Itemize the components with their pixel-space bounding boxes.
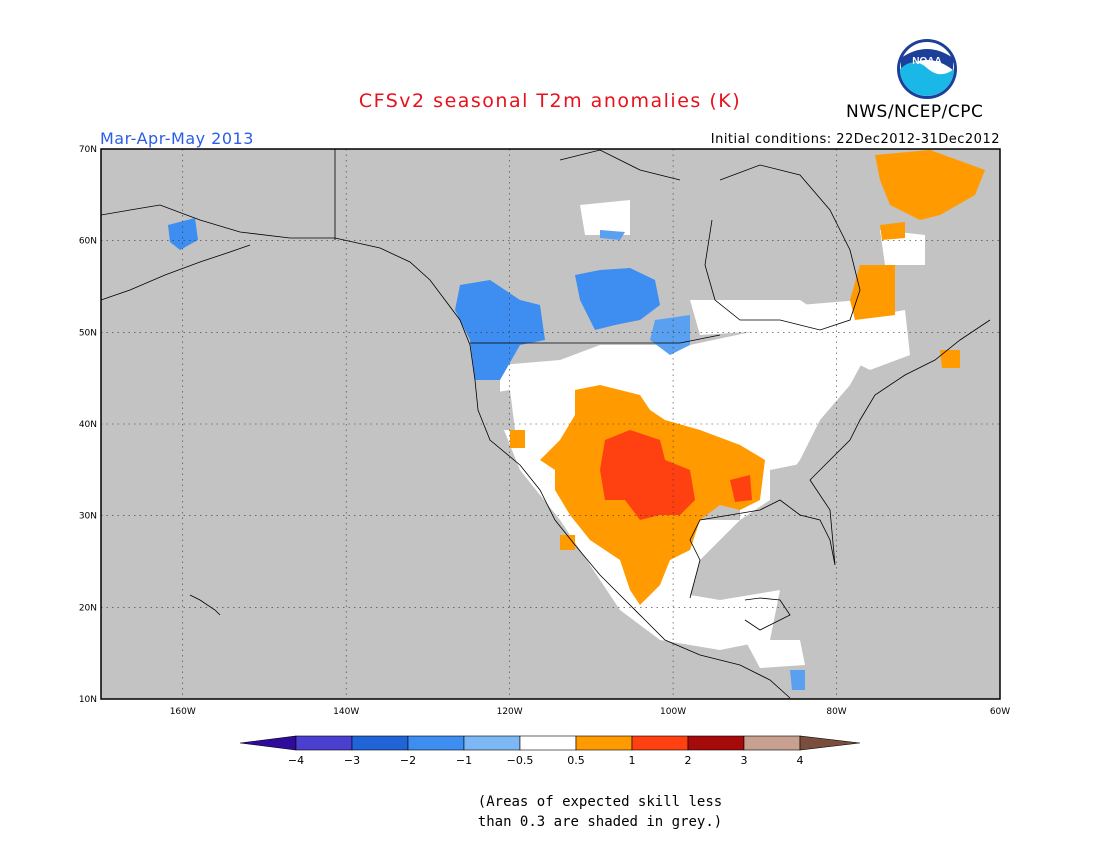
latitude-label: 10N xyxy=(79,695,97,705)
colorbar-segment xyxy=(519,735,577,751)
cool-anomaly-area xyxy=(650,315,690,355)
strong-warm-area xyxy=(730,475,752,502)
graticule xyxy=(101,149,1000,699)
coastlines xyxy=(100,149,991,699)
warm-anomaly-area xyxy=(875,150,985,220)
hawaii xyxy=(189,594,221,616)
cool-anomaly-area xyxy=(790,670,805,690)
colorbar-label: 1 xyxy=(629,754,636,767)
colorbar-label: −0.5 xyxy=(507,754,534,767)
atlantic-gulf-coast xyxy=(689,319,991,599)
colorbar-label: 0.5 xyxy=(567,754,585,767)
colorbar-segment xyxy=(799,735,861,751)
colorbar-segment xyxy=(239,735,297,751)
longitude-label: 140W xyxy=(333,707,359,717)
anomaly-cells xyxy=(168,150,985,690)
warm-anomaly-area xyxy=(940,350,960,368)
warm-anomaly-area xyxy=(560,535,575,550)
latitude-label: 50N xyxy=(79,328,97,338)
longitude-label: 160W xyxy=(170,707,196,717)
longitude-label: 80W xyxy=(826,707,846,717)
cool-anomaly-area xyxy=(600,230,625,240)
longitude-label: 120W xyxy=(497,707,523,717)
noaa-logo: NOAA xyxy=(897,39,957,99)
latitude-label: 60N xyxy=(79,237,97,247)
season-label: Mar-Apr-May 2013 xyxy=(100,129,254,148)
cool-anomaly-area xyxy=(168,218,198,250)
warm-anomaly-area xyxy=(850,265,895,320)
noaa-logo-text: NOAA xyxy=(912,56,941,67)
colorbar-label: −3 xyxy=(344,754,360,767)
colorbar-segment xyxy=(631,735,689,751)
arctic-coast xyxy=(559,149,681,181)
colorbar-label: 4 xyxy=(797,754,804,767)
colorbar-segment xyxy=(295,735,353,751)
warm-anomaly-area xyxy=(880,222,905,240)
colorbar-label: 3 xyxy=(741,754,748,767)
colorbar-label: −1 xyxy=(456,754,472,767)
neutral-area xyxy=(690,300,830,335)
footnote-line-1: (Areas of expected skill less xyxy=(477,794,723,810)
strong-warm-area xyxy=(600,430,695,520)
yucatan-coast xyxy=(744,597,791,631)
hudson-bay xyxy=(704,164,861,331)
alaska-peninsula xyxy=(100,244,251,301)
colorbar-segment xyxy=(575,735,633,751)
colorbar-segment xyxy=(463,735,521,751)
latitude-label: 40N xyxy=(79,420,97,430)
low-skill-area xyxy=(770,460,820,515)
initial-conditions-label: Initial conditions: 22Dec2012-31Dec2012 xyxy=(710,132,1000,147)
colorbar-label: 2 xyxy=(685,754,692,767)
longitude-label: 100W xyxy=(660,707,686,717)
longitude-label: 60W xyxy=(990,707,1010,717)
latitude-label: 30N xyxy=(79,512,97,522)
colorbar-segment xyxy=(407,735,465,751)
colorbar-segment xyxy=(351,735,409,751)
pacific-coast xyxy=(100,204,791,699)
colorbar-label: −4 xyxy=(288,754,304,767)
cool-anomaly-area xyxy=(575,268,660,330)
colorbar-segment xyxy=(743,735,801,751)
low-skill-area xyxy=(480,390,515,430)
map-frame xyxy=(100,148,1001,700)
latitude-label: 20N xyxy=(79,603,97,613)
skill-footnote: (Areas of expected skill less than 0.3 a… xyxy=(0,792,1100,832)
neutral-area xyxy=(580,200,630,235)
colorbar-label: −2 xyxy=(400,754,416,767)
cool-anomaly-area xyxy=(455,280,545,380)
latitude-labels: 70N 60N 50N 40N 30N 20N 10N xyxy=(79,145,97,705)
warm-anomaly-area xyxy=(510,430,525,448)
latitude-label: 70N xyxy=(79,145,97,155)
neutral-area xyxy=(850,310,910,370)
neutral-area xyxy=(745,640,805,668)
colorbar-segment xyxy=(687,735,745,751)
map-title: CFSv2 seasonal T2m anomalies (K) xyxy=(358,90,742,112)
longitude-labels: 160W 140W 120W 100W 80W 60W xyxy=(170,707,1011,717)
us-canada-border xyxy=(470,334,721,344)
footnote-line-2: than 0.3 are shaded in grey.) xyxy=(477,814,723,830)
agency-label: NWS/NCEP/CPC xyxy=(846,102,984,122)
